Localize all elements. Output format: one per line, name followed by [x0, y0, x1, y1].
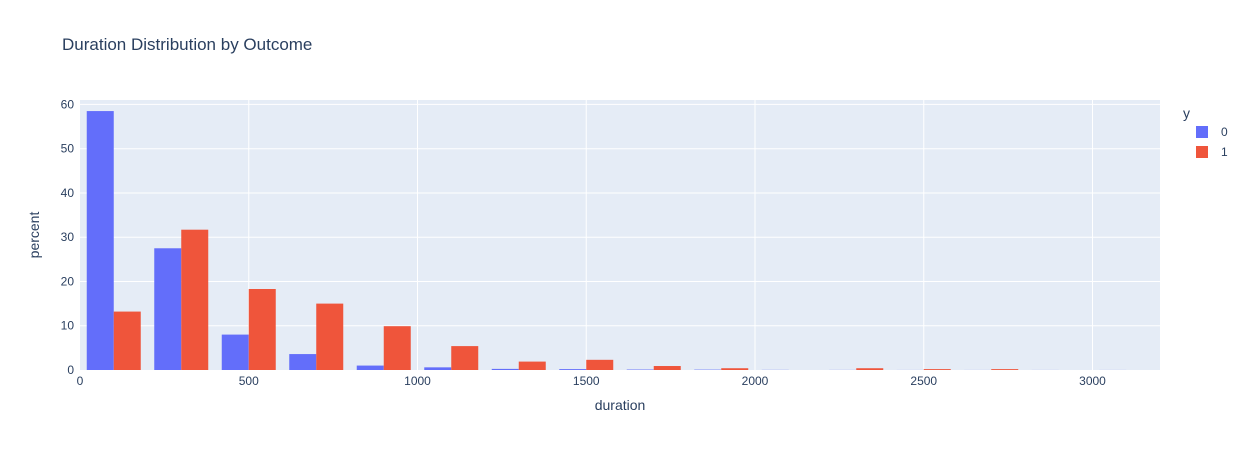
legend-title: y: [1183, 105, 1190, 121]
bar-series-0-bin-600[interactable]: [289, 354, 316, 370]
plot-background: [80, 100, 1160, 370]
y-tick-label: 0: [67, 363, 74, 377]
bar-series-0-bin-400[interactable]: [222, 335, 249, 370]
legend-swatch-1[interactable]: [1196, 146, 1208, 158]
bar-series-1-bin-1200[interactable]: [519, 362, 546, 370]
bar-series-0-bin-0[interactable]: [87, 111, 114, 370]
x-tick-label: 3000: [1079, 374, 1106, 388]
bar-series-0-bin-200[interactable]: [154, 248, 181, 370]
bar-series-1-bin-0[interactable]: [114, 312, 141, 370]
x-tick-label: 2500: [910, 374, 937, 388]
y-axis-ticks: 0 10 20 30 40 50 60: [61, 97, 75, 377]
x-tick-label: 2000: [742, 374, 769, 388]
bar-series-0-bin-800[interactable]: [357, 366, 384, 370]
y-tick-label: 50: [61, 142, 75, 156]
y-tick-label: 60: [61, 97, 75, 111]
bar-series-0-bin-1000[interactable]: [424, 367, 451, 370]
bar-series-1-bin-2600[interactable]: [991, 369, 1018, 370]
chart-title: Duration Distribution by Outcome: [62, 35, 312, 54]
legend[interactable]: y 01: [1183, 105, 1228, 159]
bar-series-1-bin-400[interactable]: [249, 289, 276, 370]
x-axis-title: duration: [595, 397, 646, 413]
y-tick-label: 20: [61, 274, 75, 288]
legend-label-0[interactable]: 0: [1221, 125, 1228, 139]
x-tick-label: 1500: [573, 374, 600, 388]
bar-series-1-bin-600[interactable]: [316, 304, 343, 370]
x-tick-label: 1000: [404, 374, 431, 388]
x-axis-ticks: 0 500 1000 1500 2000 2500 3000: [77, 374, 1107, 388]
bar-series-1-bin-1600[interactable]: [654, 366, 681, 370]
x-tick-label: 500: [239, 374, 259, 388]
bar-series-1-bin-2200[interactable]: [856, 368, 883, 370]
bar-series-1-bin-800[interactable]: [384, 326, 411, 370]
y-axis-title: percent: [26, 212, 42, 259]
legend-label-1[interactable]: 1: [1221, 145, 1228, 159]
bar-series-1-bin-200[interactable]: [181, 230, 208, 370]
y-tick-label: 10: [61, 319, 75, 333]
bar-series-0-bin-1400[interactable]: [559, 369, 586, 370]
bar-series-1-bin-1000[interactable]: [451, 346, 478, 370]
bar-series-0-bin-1200[interactable]: [492, 369, 519, 370]
y-tick-label: 40: [61, 186, 75, 200]
legend-items: 01: [1196, 125, 1228, 159]
bar-series-1-bin-1400[interactable]: [586, 360, 613, 370]
bar-series-1-bin-1800[interactable]: [721, 368, 748, 370]
bar-series-1-bin-2400[interactable]: [924, 369, 951, 370]
x-tick-label: 0: [77, 374, 84, 388]
legend-swatch-0[interactable]: [1196, 126, 1208, 138]
y-tick-label: 30: [61, 230, 75, 244]
